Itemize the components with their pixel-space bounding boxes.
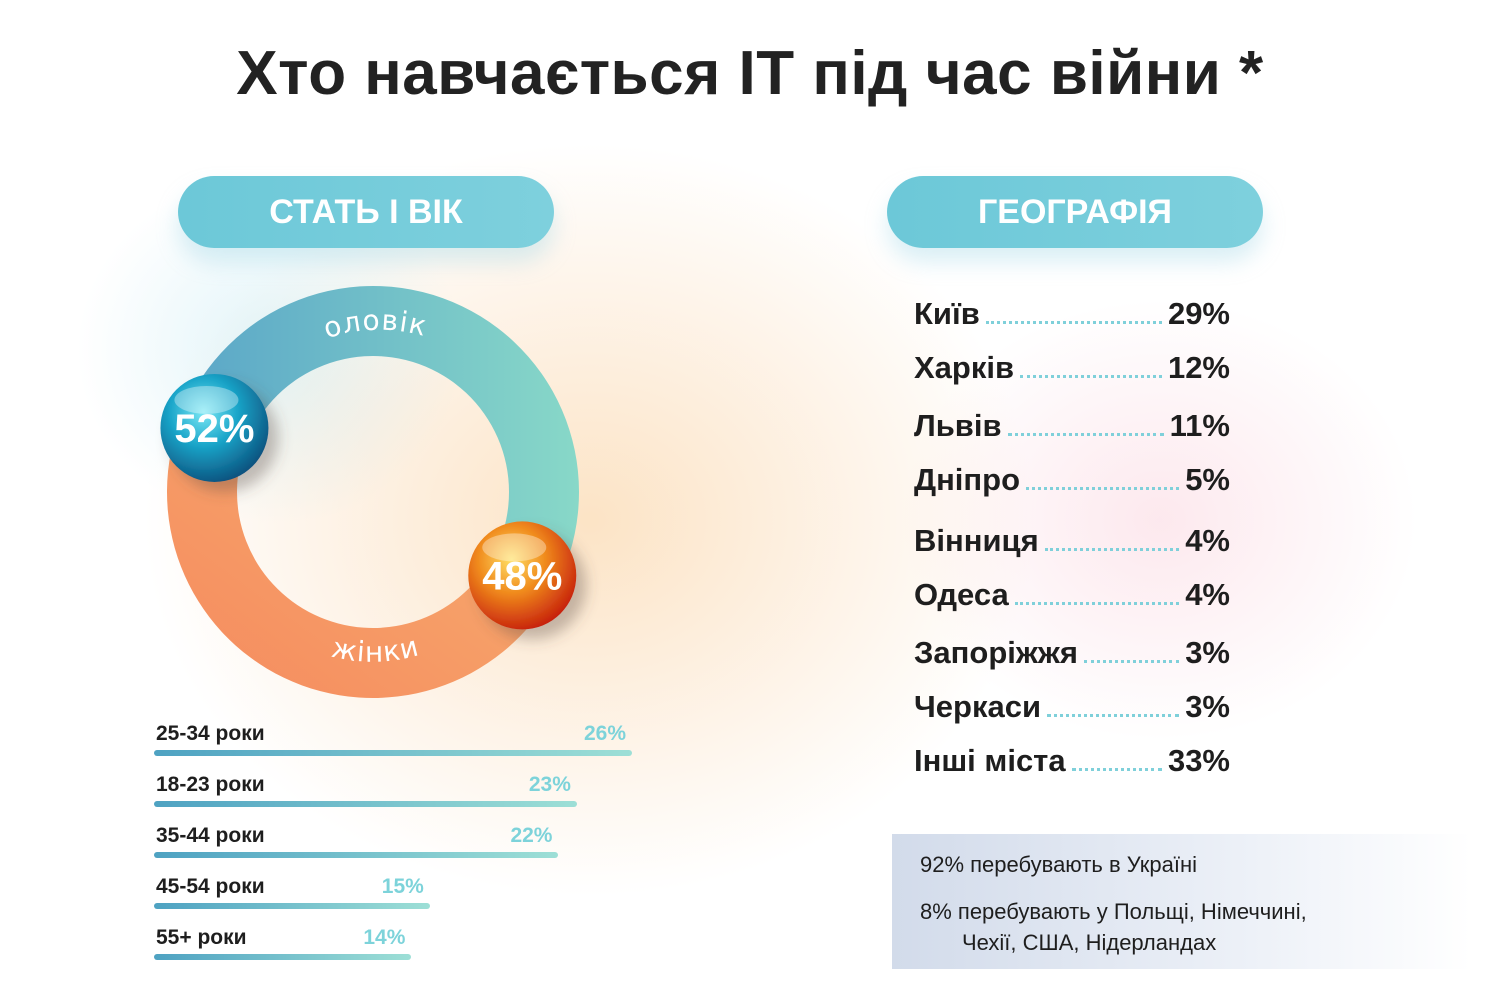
age-bar [154,750,632,756]
age-bar-label: 18-23 роки [156,773,265,796]
geography-leader-dots [1020,375,1162,378]
geography-row: Вінниця 4% [914,515,1230,559]
age-bar [154,852,559,858]
age-bar-value: 15% [381,875,424,898]
age-bar-value: 26% [584,722,627,745]
badge-men: 52% [160,373,269,482]
geography-value: 11% [1169,408,1230,443]
geography-row: Черкаси 3% [914,681,1230,725]
geography-value: 4% [1185,523,1230,558]
badge-value-men: 52% [174,407,254,451]
donut-label-women: жінки [329,629,422,668]
age-bar [154,954,412,960]
geography-city: Одеса [914,577,1009,612]
geography-value: 4% [1185,577,1230,612]
geography-row: Запоріжжя 3% [914,627,1230,671]
geography-row: Київ 29% [914,288,1230,332]
donut-segment-women [167,414,553,699]
geography-leader-dots [985,321,1162,324]
note-abroad-line1: 8% перебувають у Польщі, Німеччині, [920,899,1307,924]
age-bar-value: 23% [528,773,571,796]
section-header-gender-age: СТАТЬ І ВІК [178,176,554,248]
age-bar-label: 25-34 роки [156,722,265,745]
geography-row: Харків 12% [914,342,1230,386]
geography-leader-dots [1083,660,1180,663]
page-title: Хто навчається IT під час війни * [236,39,1264,108]
geography-value: 3% [1185,635,1230,670]
age-bar-label: 45-54 роки [156,875,265,898]
age-bar-label: 55+ роки [156,926,247,949]
age-bar-value: 14% [363,926,406,949]
age-bar-label: 35-44 роки [156,824,265,847]
gender-donut-chart: чоловіки жінки 52%48% [138,254,579,699]
section-header-geography: ГЕОГРАФІЯ [887,176,1263,248]
note-in-ukraine: 92% перебувають в Україні [920,852,1198,877]
location-note: 92% перебувають в Україні 8% перебувають… [892,834,1472,969]
age-bar [154,801,577,807]
geography-value: 5% [1185,462,1230,497]
age-bar-chart: 25-34 роки 26% 18-23 роки 23% 35-44 роки 22% 4… [154,720,654,980]
geography-city: Вінниця [914,523,1039,558]
geography-value: 3% [1185,689,1230,724]
geography-row: Дніпро 5% [914,454,1230,498]
note-abroad: 8% перебувають у Польщі, Німеччині, Чехі… [920,896,1440,958]
geography-leader-dots [1047,714,1180,717]
geography-city: Львів [914,408,1002,443]
geography-value: 12% [1167,350,1230,385]
age-bar-value: 22% [510,824,553,847]
age-bar-row: 18-23 роки 23% [154,771,587,821]
donut-segment-men [182,286,579,593]
geography-leader-dots [1014,602,1180,605]
age-bar-row: 35-44 роки 22% [154,822,568,872]
geography-city: Інші міста [914,743,1066,778]
geography-row: Інші міста 33% [914,735,1230,779]
geography-value: 33% [1167,743,1230,778]
geography-leader-dots [1026,487,1180,490]
geography-row: Одеса 4% [914,569,1230,613]
geography-city: Черкаси [914,689,1042,724]
geography-city: Запоріжжя [914,635,1078,670]
geography-city: Харків [914,350,1015,385]
age-bar-row: 55+ роки 14% [154,924,421,974]
age-bar-row: 25-34 роки 26% [154,720,642,770]
age-bar [154,903,430,909]
geography-leader-dots [1071,768,1162,771]
geography-value: 29% [1167,296,1230,331]
note-abroad-line2: Чехії, США, Нідерландах [962,930,1217,955]
geography-city: Дніпро [914,462,1021,497]
age-bar-row: 45-54 роки 15% [154,873,440,923]
geography-leader-dots [1044,548,1180,551]
geography-leader-dots [1007,433,1164,436]
badge-women: 48% [468,521,577,630]
geography-city: Київ [914,296,980,331]
badge-value-women: 48% [482,554,562,598]
geography-table: Київ 29% Харків 12% Львів 11% Дніпро 5% Вінниця 4… [914,288,1232,788]
geography-row: Львів 11% [914,400,1230,444]
